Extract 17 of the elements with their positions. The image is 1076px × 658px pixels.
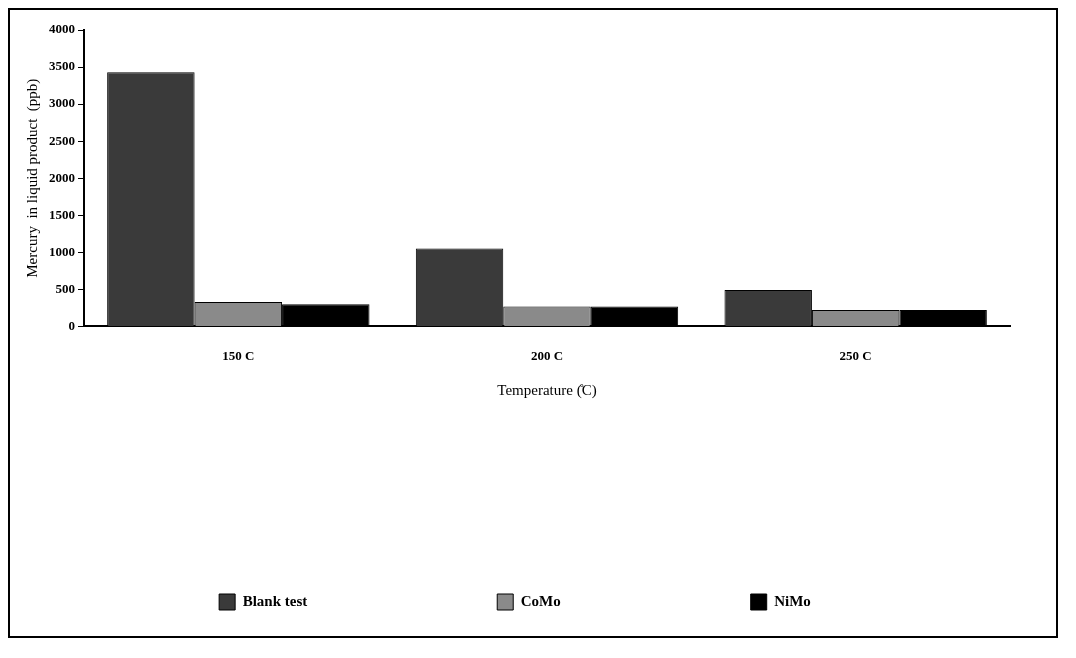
y-tick-label: 3000 xyxy=(49,95,75,111)
y-tick-label: 2000 xyxy=(49,169,75,185)
x-tick-label: 250 C xyxy=(839,347,872,363)
legend-label: NiMo xyxy=(774,592,811,609)
y-tick-label: 4000 xyxy=(49,21,75,37)
y-tick-label: 1000 xyxy=(49,243,75,259)
y-tick-label: 3500 xyxy=(49,58,75,74)
y-axis-title: Mercury in liquid product (ppb) xyxy=(23,78,41,278)
y-tick-label: 2500 xyxy=(49,132,75,148)
y-tick-label: 0 xyxy=(68,317,75,333)
y-tick-label: 500 xyxy=(55,280,75,296)
legend-label: Blank test xyxy=(242,592,308,609)
legend-label: CoMo xyxy=(520,592,561,609)
x-axis-title: Temperature (̊C) xyxy=(497,381,597,399)
x-tick-label: 200 C xyxy=(530,347,564,363)
y-tick-label: 1500 xyxy=(49,206,75,222)
x-tick-label: 150 C xyxy=(222,347,255,363)
